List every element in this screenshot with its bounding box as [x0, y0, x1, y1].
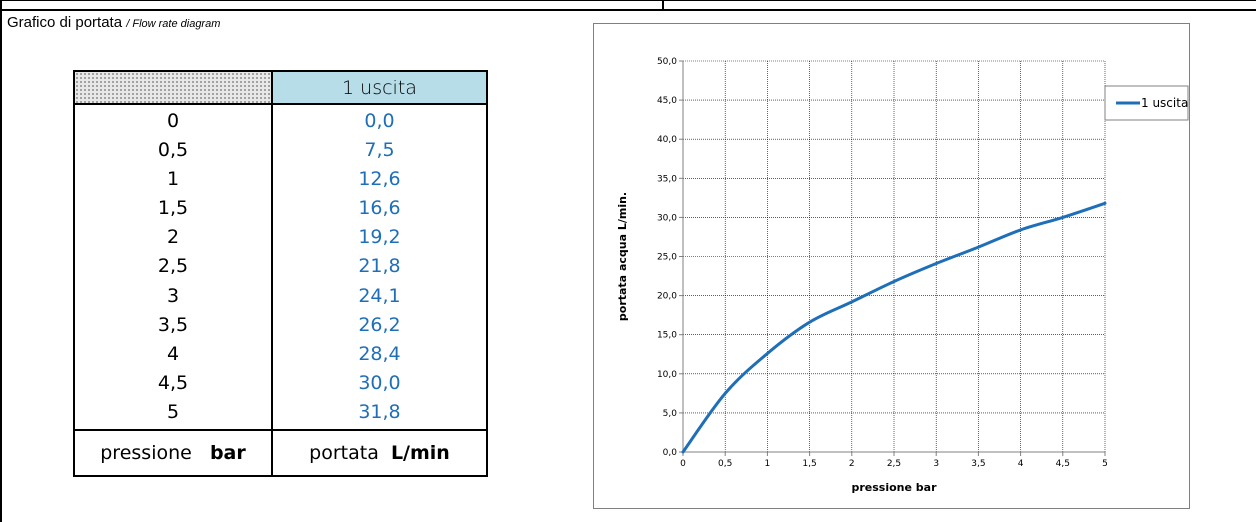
table-cell-pressure: 2	[166, 226, 180, 249]
x-tick-label: 0	[680, 459, 686, 469]
y-tick-label: 35,0	[657, 174, 677, 184]
flow-rate-table: 1 uscita 0 0,0 0,5 7,5 1 12,6 1,5 16,6 2 19,2 2,5 2…	[73, 70, 488, 477]
x-tick-label: 2,5	[887, 459, 901, 469]
table-cell-flow: 21,8	[358, 255, 401, 278]
table-cell-flow: 0,0	[364, 110, 395, 132]
table-cell-pressure: 1	[166, 168, 180, 191]
y-tick-label: 20,0	[657, 292, 677, 302]
table-row: 5 31,8	[75, 398, 486, 427]
table-cell-flow: 24,1	[358, 284, 401, 307]
table-cell-flow: 16,6	[358, 197, 401, 220]
table-header-divider	[75, 103, 486, 105]
y-tick-label: 25,0	[657, 253, 677, 263]
x-tick-label: 1	[765, 459, 771, 469]
x-axis-title: pressione bar	[851, 481, 937, 494]
y-tick-label: 45,0	[657, 96, 677, 106]
y-tick-label: 50,0	[657, 57, 677, 67]
table-cell-flow: 12,6	[358, 168, 401, 191]
section-heading: Grafico di portata / Flow rate diagram	[7, 14, 220, 31]
x-tick-label: 1,5	[802, 459, 816, 469]
table-row: 3 24,1	[75, 282, 486, 311]
y-tick-label: 30,0	[657, 213, 677, 223]
table-cell-flow: 30,0	[358, 371, 401, 394]
frame-header-line	[0, 9, 1256, 11]
x-tick-label: 3,5	[971, 459, 985, 469]
table-column-divider	[271, 72, 273, 475]
x-tick-label: 3	[933, 459, 939, 469]
table-cell-flow: 19,2	[358, 226, 401, 249]
y-tick-label: 0,0	[663, 448, 678, 458]
table-cell-flow: 7,5	[364, 139, 395, 162]
footer-flow-unit: L/min	[390, 442, 450, 464]
table-cell-pressure: 4	[166, 342, 180, 365]
heading-title: Grafico di portata	[7, 14, 123, 31]
table-footer-flow: portata L/min	[273, 431, 486, 475]
table-row: 0,5 7,5	[75, 136, 486, 165]
table-row: 4,5 30,0	[75, 369, 486, 398]
table-row: 2,5 21,8	[75, 252, 486, 281]
table-row: 1,5 16,6	[75, 194, 486, 223]
x-tick-label: 2	[849, 459, 855, 469]
legend-label: 1 uscita	[1141, 96, 1188, 110]
table-cell-pressure: 4,5	[157, 371, 189, 394]
y-tick-label: 15,0	[657, 331, 677, 341]
x-tick-label: 4	[1018, 459, 1024, 469]
series-line	[681, 201, 1107, 454]
y-axis-title: portata acqua L/min.	[616, 192, 629, 321]
table-cell-pressure: 5	[166, 400, 180, 423]
table-row: 2 19,2	[75, 223, 486, 252]
table-row: 4 28,4	[75, 340, 486, 369]
footer-pressure-unit: bar	[209, 442, 246, 464]
table-cell-pressure: 0	[166, 110, 180, 132]
table-row: 1 12,6	[75, 165, 486, 194]
y-tick-label: 10,0	[657, 370, 677, 380]
table-header-empty-cell	[75, 72, 271, 103]
frame-top-border	[0, 0, 1256, 1]
table-cell-pressure: 0,5	[157, 139, 189, 162]
x-tick-label: 0,5	[718, 459, 732, 469]
footer-pressure-label: pressione	[100, 442, 192, 464]
table-header-outlet: 1 uscita	[273, 72, 486, 103]
table-cell-pressure: 2,5	[157, 255, 189, 278]
frame-divider	[662, 0, 664, 10]
heading-subtitle: / Flow rate diagram	[126, 18, 221, 30]
table-cell-flow: 28,4	[358, 342, 401, 365]
table-row: 3,5 26,2	[75, 311, 486, 340]
y-tick-label: 5,0	[663, 409, 678, 419]
table-footer-pressure: pressione bar	[75, 431, 271, 475]
x-tick-label: 4,5	[1056, 459, 1070, 469]
footer-flow-label: portata	[309, 442, 379, 464]
chart-canvas: 0 0,5 1 1,5 2 2,5 3 3,5 4 4,5 50,05,010,015,020,02…	[616, 57, 1189, 494]
table-cell-flow: 26,2	[358, 313, 401, 336]
table-footer-divider	[75, 429, 486, 431]
table-row: 0 0,0	[75, 107, 486, 136]
table-cell-flow: 31,8	[358, 400, 401, 423]
y-tick-label: 40,0	[657, 135, 677, 145]
frame-left-border	[0, 0, 2, 522]
table-cell-pressure: 3,5	[157, 313, 189, 336]
x-tick-label: 5	[1102, 459, 1108, 469]
table-cell-pressure: 1,5	[157, 197, 189, 220]
flow-rate-chart: 0 0,5 1 1,5 2 2,5 3 3,5 4 4,5 5 0,0 5,0 10,0 15,0 20,0 2…	[593, 23, 1190, 509]
table-cell-pressure: 3	[166, 284, 180, 307]
table-body: 0 0,0 0,5 7,5 1 12,6 1,5 16,6 2 19,2 2,5 21,8 3 24,1 3…	[75, 107, 486, 427]
